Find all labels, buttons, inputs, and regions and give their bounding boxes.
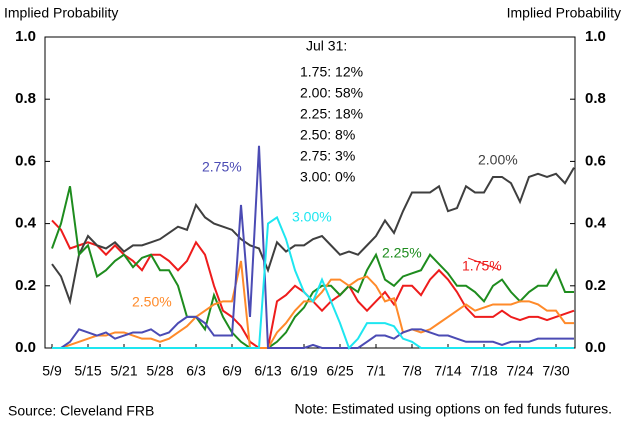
x-tick-label: 7/1 bbox=[366, 363, 386, 379]
x-tick-label: 5/21 bbox=[110, 363, 137, 379]
x-tick-label: 5/15 bbox=[74, 363, 101, 379]
series-label: 3.00% bbox=[292, 209, 332, 225]
series-line bbox=[52, 215, 574, 350]
series-label: 2.50% bbox=[132, 294, 172, 310]
plot-frame bbox=[44, 36, 576, 349]
x-tick-label: 5/28 bbox=[146, 363, 173, 379]
source: Source: Cleveland FRB bbox=[8, 403, 154, 419]
y2-tick-label: 1.0 bbox=[585, 28, 606, 45]
y-tick-label: 0.4 bbox=[15, 215, 37, 232]
y2-tick-label: 0.6 bbox=[585, 152, 606, 169]
series-line bbox=[52, 145, 574, 349]
right-axis-label: Implied Probability bbox=[507, 5, 621, 21]
series-label: 2.25% bbox=[382, 245, 422, 261]
series-label: 2.75% bbox=[202, 159, 242, 175]
annotation-title: Jul 31: bbox=[306, 38, 347, 54]
x-tick-label: 6/3 bbox=[186, 363, 206, 379]
y2-tick-label: 0.0 bbox=[585, 339, 606, 356]
y-tick-label: 0.2 bbox=[15, 277, 36, 294]
annotation-line: 1.75: 12% bbox=[300, 64, 363, 80]
x-tick-label: 6/25 bbox=[326, 363, 353, 379]
y2-tick-label: 0.4 bbox=[585, 215, 607, 232]
y-tick-label: 0.0 bbox=[15, 339, 36, 356]
x-tick-label: 7/14 bbox=[434, 363, 461, 379]
series-label: 2.00% bbox=[478, 152, 518, 168]
annotation-line: 2.25: 18% bbox=[300, 106, 363, 122]
x-tick-label: 7/18 bbox=[470, 363, 497, 379]
y-tick-label: 0.8 bbox=[15, 90, 36, 107]
annotation-line: 2.75: 3% bbox=[300, 148, 355, 164]
note: Note: Estimated using options on fed fun… bbox=[294, 401, 612, 417]
label-pointer bbox=[467, 257, 501, 271]
annotation-line: 2.50: 8% bbox=[300, 127, 355, 143]
annotation-line: 3.00: 0% bbox=[300, 169, 355, 185]
series-line bbox=[51, 186, 574, 349]
x-tick-label: 7/30 bbox=[542, 363, 569, 379]
series-label: 1.75% bbox=[462, 258, 502, 274]
y2-tick-label: 0.8 bbox=[585, 90, 606, 107]
series-line bbox=[52, 260, 574, 349]
series-line bbox=[51, 167, 575, 306]
y-tick-label: 1.0 bbox=[15, 28, 36, 45]
x-tick-label: 7/8 bbox=[402, 363, 422, 379]
x-tick-label: 6/13 bbox=[254, 363, 281, 379]
left-axis-label: Implied Probability bbox=[4, 5, 118, 21]
x-tick-label: 6/19 bbox=[290, 363, 317, 379]
y2-tick-label: 0.2 bbox=[585, 277, 606, 294]
y-tick-label: 0.6 bbox=[15, 152, 36, 169]
annotation-line: 2.00: 58% bbox=[300, 85, 363, 101]
x-tick-label: 7/24 bbox=[506, 363, 533, 379]
x-tick-label: 6/9 bbox=[222, 363, 242, 379]
x-tick-label: 5/9 bbox=[42, 363, 62, 379]
